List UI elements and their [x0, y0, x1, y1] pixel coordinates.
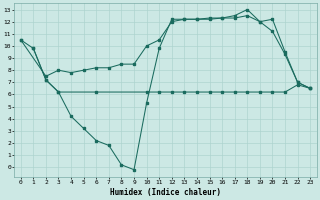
X-axis label: Humidex (Indice chaleur): Humidex (Indice chaleur) [110, 188, 221, 197]
